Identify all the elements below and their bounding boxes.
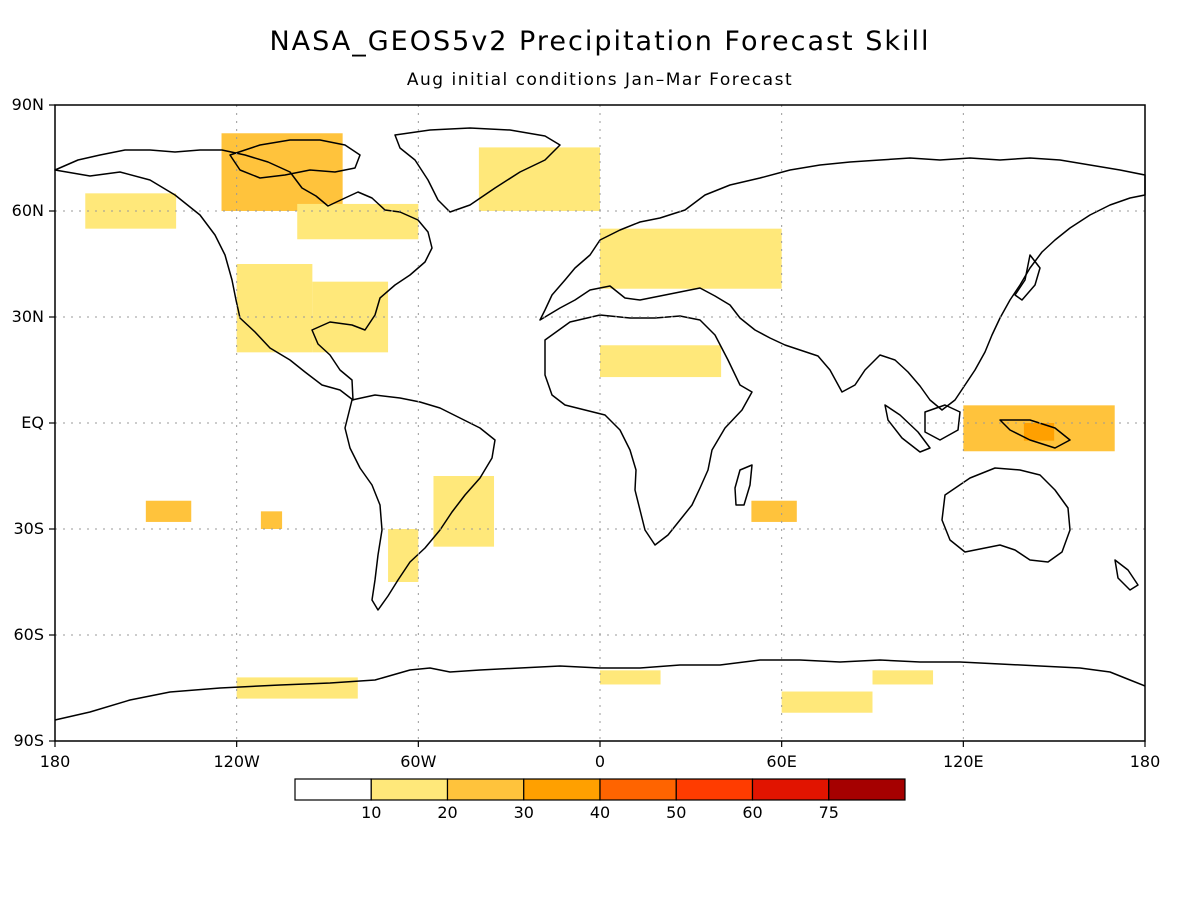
europe-coastline [539,157,1146,411]
colorbar-label: 75 [818,803,839,822]
lat-label: 30N [11,307,44,326]
skill-region-13 [260,511,283,529]
skill-region-9 [388,529,419,582]
colorbar-swatch [599,778,677,801]
skill-region-17 [600,670,661,685]
colorbar-label: 40 [589,803,611,822]
lat-label: 90N [11,95,44,114]
skill-region-2 [85,193,177,229]
north-america-coastline [54,149,433,401]
new-guinea-coastline [999,419,1071,449]
lon-label: 180 [1129,752,1161,771]
africa-coastline [544,314,753,546]
skill-region-5 [478,147,600,211]
colorbar [294,778,906,801]
colorbar-label: 50 [666,803,687,822]
skill-region-11 [1023,423,1055,441]
arctic-islands-coastline [229,139,361,179]
lon-label: 0 [594,752,606,771]
colorbar-swatch [675,778,754,801]
skill-region-14 [751,500,797,522]
japan-coastline [1014,254,1041,301]
skill-region-3 [236,264,313,353]
skill-region-0 [221,133,343,211]
coastlines [54,127,1146,721]
skill-region-6 [600,228,782,289]
colorbar-label: 30 [513,803,534,822]
map-title: NASA_GEOS5v2 Precipitation Forecast Skil… [269,26,931,57]
colorbar-swatch [751,778,830,801]
lon-label: 120E [943,752,984,771]
skill-region-15 [781,691,873,713]
map-subtitle: Aug initial conditions Jan–Mar Forecast [406,70,794,90]
lat-label: EQ [21,413,44,432]
lon-label: 180 [39,752,71,771]
lon-label: 60E [766,752,797,771]
skill-region-12 [145,500,192,522]
lon-label: 60W [400,752,437,771]
sumatra-coastline [884,404,931,453]
colorbar-swatch [294,778,372,801]
new-zealand-coastline [1114,559,1139,591]
colorbar-label: 60 [742,803,763,822]
graticule [55,105,1145,741]
lat-label: 90S [13,731,44,750]
colorbar-swatch [828,778,906,801]
colorbar-label: 20 [437,803,458,822]
skill-region-16 [236,677,358,699]
borneo-coastline [924,404,961,441]
south-america-coastline [344,394,496,611]
colorbar-swatch [446,778,525,801]
lat-label: 60S [13,625,44,644]
skill-region-7 [600,345,722,378]
madagascar-coastline [734,464,753,506]
axis-ticks [49,104,1146,747]
antarctica-coastline [54,659,1146,721]
lat-label: 60N [11,201,44,220]
lat-label: 30S [13,519,44,538]
skill-region-1 [297,203,419,240]
colorbar-swatch [370,778,449,801]
colorbar-swatch [523,778,601,801]
greenland-coastline [394,127,561,213]
lon-label: 120W [213,752,260,771]
skill-region-8 [433,476,495,547]
skill-region-18 [872,670,934,685]
australia-coastline [941,467,1071,563]
colorbar-label: 10 [361,803,382,822]
